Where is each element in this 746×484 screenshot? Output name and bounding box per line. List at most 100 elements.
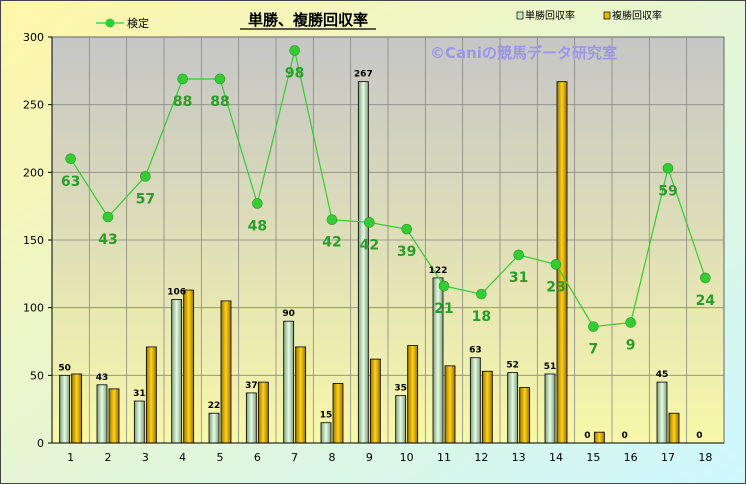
bar-win — [656, 381, 668, 444]
x-tick-label: 2 — [105, 451, 112, 464]
line-point — [326, 214, 338, 225]
bar-place — [295, 346, 307, 444]
line-point-label: 63 — [61, 174, 80, 190]
bar-win-value-label: 0 — [622, 431, 628, 441]
bar-win — [171, 299, 183, 444]
legend-marker — [105, 18, 115, 28]
x-tick-label: 3 — [142, 451, 149, 464]
line-point-label: 21 — [434, 301, 453, 317]
y-tick-label: 200 — [23, 166, 44, 179]
bar-win-value-label: 43 — [96, 373, 109, 383]
line-point — [700, 272, 711, 284]
bar-win-value-label: 45 — [656, 370, 669, 380]
bar-place — [369, 358, 381, 444]
x-tick-label: 12 — [474, 451, 488, 464]
bar-win — [208, 412, 220, 444]
bar-win-value-label: 63 — [469, 346, 482, 356]
bar-place — [71, 373, 83, 444]
x-tick-label: 16 — [624, 451, 638, 464]
line-point — [401, 223, 412, 235]
legend-label-place: 複勝回収率 — [612, 9, 662, 22]
line-point-label: 48 — [248, 218, 267, 234]
line-point — [588, 321, 599, 332]
x-tick-label: 4 — [179, 451, 186, 464]
bar-place — [332, 383, 344, 444]
y-tick-label: 300 — [23, 31, 44, 44]
bar-win — [133, 400, 145, 444]
line-point-label: 39 — [397, 244, 416, 260]
x-tick-label: 9 — [366, 451, 373, 464]
bar-win-value-label: 90 — [282, 309, 295, 319]
bar-win-value-label: 51 — [544, 362, 557, 372]
bar-place — [481, 370, 493, 444]
bar-place — [183, 289, 195, 444]
x-tick-label: 10 — [400, 451, 414, 464]
bar-win — [395, 395, 407, 444]
bar-win — [283, 320, 295, 444]
bar-win-value-label: 52 — [506, 361, 519, 371]
bar-win-value-label: 0 — [584, 431, 590, 441]
bar-place — [145, 346, 157, 444]
y-tick-label: 100 — [23, 302, 44, 315]
line-point-label: 42 — [360, 237, 379, 253]
line-point — [438, 280, 450, 292]
x-tick-label: 7 — [291, 451, 298, 464]
y-tick-label: 50 — [30, 369, 44, 382]
bar-win — [544, 373, 556, 444]
line-point-label: 57 — [136, 191, 155, 207]
line-point-label: 24 — [696, 293, 716, 309]
legend-label-win: 単勝回収率 — [525, 9, 575, 22]
legend-line-label: 検定 — [127, 16, 149, 30]
line-point-label: 9 — [626, 338, 636, 354]
bar-win-value-label: 0 — [696, 431, 702, 441]
bar-win — [320, 422, 332, 444]
line-point-label: 88 — [173, 94, 192, 110]
bar-win — [245, 392, 257, 444]
y-tick-label: 0 — [37, 437, 44, 450]
line-point — [625, 317, 636, 328]
line-point — [550, 259, 562, 270]
x-tick-label: 6 — [254, 451, 261, 464]
bar-win — [59, 374, 71, 444]
x-tick-label: 15 — [586, 451, 600, 464]
bar-win-value-label: 50 — [58, 363, 71, 373]
legend-swatch-win — [516, 11, 524, 20]
line-point — [177, 73, 188, 85]
line-point — [102, 211, 114, 223]
bar-win-value-label: 15 — [320, 411, 333, 421]
series-line-kentei — [70, 50, 706, 328]
line-point-label: 7 — [588, 342, 598, 358]
bar-win-value-label: 31 — [133, 389, 146, 399]
line-point-label: 88 — [210, 94, 229, 110]
chart-title: 単勝、複勝回収率 — [248, 11, 368, 29]
bar-win — [96, 384, 108, 444]
x-tick-label: 8 — [329, 451, 336, 464]
line-point-label: 43 — [98, 232, 117, 248]
y-tick-label: 150 — [23, 234, 44, 247]
legend: 検定 単勝回収率 複勝回収率 — [96, 9, 662, 30]
x-tick-label: 18 — [698, 451, 712, 464]
line-point-label: 42 — [322, 235, 341, 251]
line-point-label: 23 — [546, 279, 565, 295]
line-point — [364, 217, 375, 228]
bar-place — [593, 431, 605, 444]
bar-place — [257, 381, 269, 444]
line-point — [513, 249, 524, 261]
legend-swatch-place — [603, 11, 611, 20]
bar-win — [469, 357, 481, 444]
line-point — [289, 45, 300, 56]
line-point — [252, 198, 263, 209]
x-tick-label: 1 — [67, 451, 74, 464]
x-tick-label: 13 — [512, 451, 526, 464]
x-tick-label: 5 — [217, 451, 224, 464]
watermark: ©Caniの競馬データ研究室 — [430, 44, 617, 62]
bar-place — [519, 387, 531, 444]
line-point-label: 98 — [285, 66, 304, 82]
bar-win — [357, 81, 369, 444]
bar-win-value-label: 22 — [208, 401, 221, 411]
line-point — [140, 171, 151, 182]
line-point-label: 31 — [509, 270, 528, 286]
line-point — [65, 153, 76, 165]
x-tick-label: 17 — [661, 451, 675, 464]
